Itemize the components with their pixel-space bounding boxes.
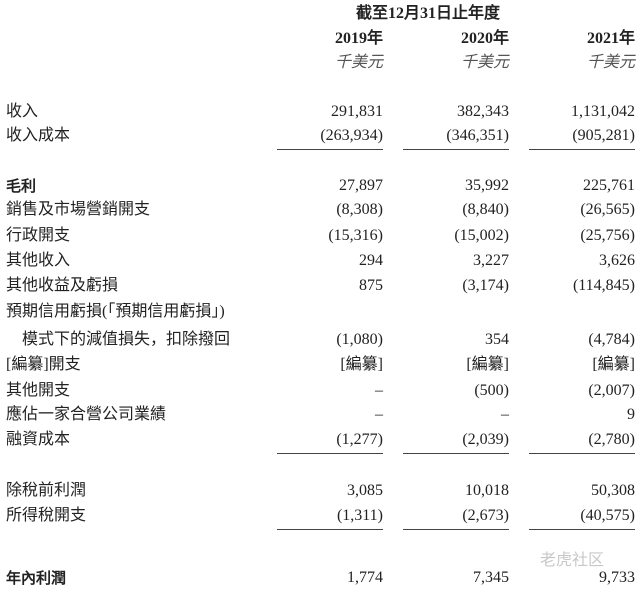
watermark: 老虎社区: [540, 550, 605, 569]
year-header-2021: 2021年: [586, 30, 635, 47]
subtotal-rule: [529, 529, 635, 530]
subtotal-rule: [277, 149, 383, 150]
row-label: [編纂]開支: [6, 356, 81, 373]
row-value: 1,131,042: [571, 103, 635, 120]
row-value: 291,831: [331, 103, 383, 120]
subtotal-rule: [277, 529, 383, 530]
row-value: 382,343: [457, 103, 509, 120]
row-value: (8,308): [336, 201, 383, 218]
row-label: 毛利: [6, 177, 37, 195]
year-header-2019: 2019年: [334, 30, 383, 47]
row-label: 所得稅開支: [6, 507, 87, 524]
unit-2021: 千美元: [586, 54, 635, 71]
row-value: 3,085: [347, 482, 383, 499]
row-value: (1,277): [336, 431, 383, 448]
row-value: (2,780): [588, 431, 635, 448]
row-value: (15,002): [454, 227, 509, 244]
subtotal-rule: [529, 149, 635, 150]
row-value: 7,345: [473, 569, 509, 586]
row-value: 354: [485, 331, 509, 348]
row-value: (26,565): [580, 201, 635, 218]
row-label: 行政開支: [6, 227, 71, 244]
row-value: (2,007): [588, 382, 635, 399]
row-value: 294: [359, 252, 383, 269]
subtotal-rule: [403, 529, 509, 530]
row-value: [編纂]: [592, 356, 635, 373]
row-value: (1,311): [336, 507, 383, 524]
row-value: [編纂]: [340, 356, 383, 373]
row-value: (1,080): [336, 331, 383, 348]
row-value: (263,934): [320, 127, 383, 144]
row-value: 3,227: [473, 252, 509, 269]
row-value: –: [375, 382, 383, 399]
subtotal-rule: [277, 453, 383, 454]
row-label: 除稅前利潤: [6, 482, 87, 499]
period-header: 截至12月31日止年度: [356, 5, 501, 22]
row-value: 875: [359, 277, 383, 294]
row-value: 9: [627, 406, 635, 423]
subtotal-rule: [403, 453, 509, 454]
row-value: 35,992: [465, 177, 509, 194]
row-value: (2,673): [462, 507, 509, 524]
row-value: (40,575): [580, 507, 635, 524]
row-value: 225,761: [583, 177, 635, 194]
row-value: (114,845): [572, 277, 635, 294]
row-label: 應佔一家合營公司業績: [6, 406, 167, 423]
row-value: 10,018: [465, 482, 509, 499]
subtotal-rule: [403, 149, 509, 150]
row-value: 1,774: [347, 569, 383, 586]
unit-2019: 千美元: [334, 54, 383, 71]
row-label: 收入成本: [6, 127, 71, 144]
row-value: 3,626: [599, 252, 635, 269]
row-value: (25,756): [580, 227, 635, 244]
row-value: (15,316): [328, 227, 383, 244]
row-label: 其他開支: [6, 382, 71, 399]
row-value: (905,281): [572, 127, 635, 144]
row-value: (3,174): [462, 277, 509, 294]
row-label: 模式下的減值損失，扣除撥回: [6, 331, 231, 348]
row-label: 其他收入: [6, 252, 71, 269]
year-header-2020: 2020年: [460, 30, 509, 47]
row-label: 收入: [6, 103, 39, 120]
row-value: (346,351): [446, 127, 509, 144]
row-value: (4,784): [588, 331, 635, 348]
row-value: –: [375, 406, 383, 423]
row-label: 融資成本: [6, 431, 71, 448]
row-label: 年內利潤: [6, 569, 67, 587]
row-value: (2,039): [462, 431, 509, 448]
row-value: (8,840): [462, 201, 509, 218]
row-label: 其他收益及虧損: [6, 277, 119, 294]
row-value: 27,897: [339, 177, 383, 194]
row-value: (500): [474, 382, 509, 399]
row-label: 銷售及市場營銷開支: [6, 201, 151, 218]
row-value: –: [501, 406, 509, 423]
unit-2020: 千美元: [460, 54, 509, 71]
row-value: 9,733: [599, 569, 635, 586]
row-value: 50,308: [591, 482, 635, 499]
row-value: [編纂]: [466, 356, 509, 373]
row-label: 預期信用虧損(「預期信用虧損」): [6, 303, 225, 320]
subtotal-rule: [529, 453, 635, 454]
